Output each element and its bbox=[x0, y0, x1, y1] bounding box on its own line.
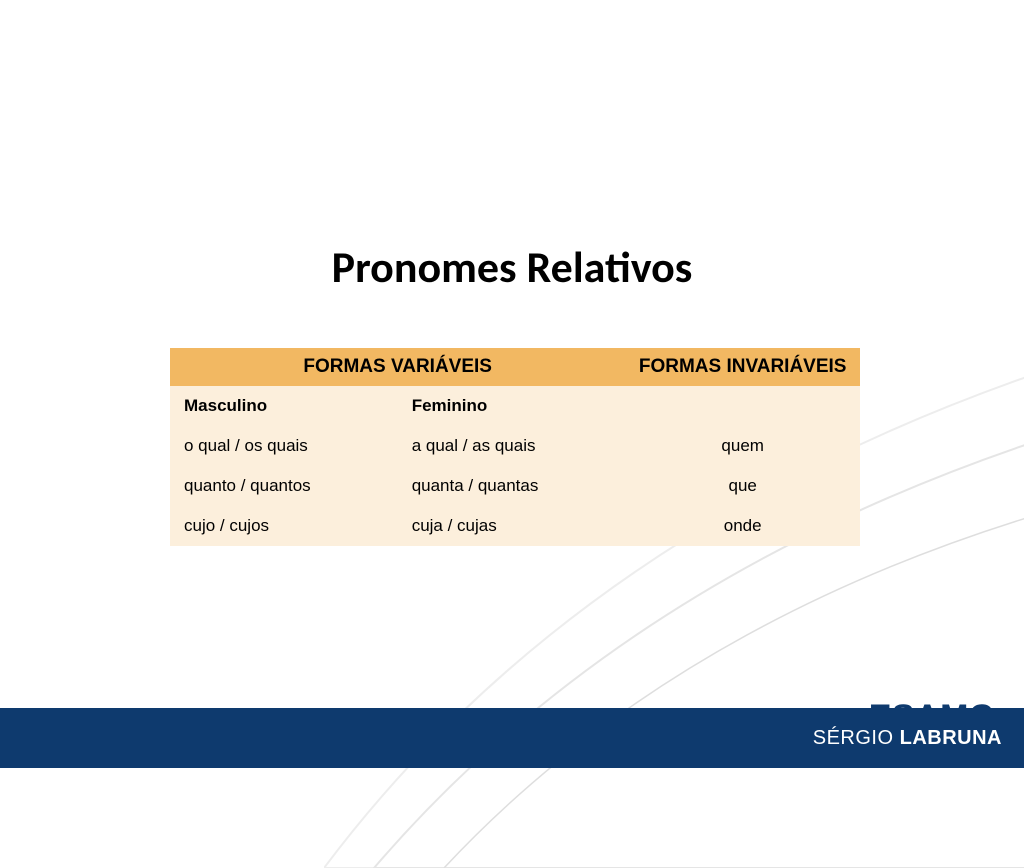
footer-bar: SÉRGIO LABRUNA bbox=[0, 708, 1024, 768]
cell-fem: cuja / cujas bbox=[398, 506, 626, 546]
subheader-feminino: Feminino bbox=[398, 386, 626, 426]
table-row: o qual / os quais a qual / as quais quem bbox=[170, 426, 860, 466]
header-variaveis: FORMAS VARIÁVEIS bbox=[170, 348, 625, 386]
table-row: cujo / cujos cuja / cujas onde bbox=[170, 506, 860, 546]
header-invariaveis: FORMAS INVARIÁVEIS bbox=[625, 348, 860, 386]
cell-fem: quanta / quantas bbox=[398, 466, 626, 506]
cell-masc: cujo / cujos bbox=[170, 506, 398, 546]
cell-inv: onde bbox=[625, 506, 860, 546]
pronomes-table: FORMAS VARIÁVEIS FORMAS INVARIÁVEIS Masc… bbox=[170, 348, 860, 546]
table-header-row: FORMAS VARIÁVEIS FORMAS INVARIÁVEIS bbox=[170, 348, 860, 386]
table-row: quanto / quantos quanta / quantas que bbox=[170, 466, 860, 506]
footer-author: SÉRGIO LABRUNA bbox=[813, 727, 1002, 750]
cell-masc: quanto / quantos bbox=[170, 466, 398, 506]
subheader-empty bbox=[625, 386, 860, 426]
cell-inv: que bbox=[625, 466, 860, 506]
table-subheader-row: Masculino Feminino bbox=[170, 386, 860, 426]
cell-fem: a qual / as quais bbox=[398, 426, 626, 466]
cell-masc: o qual / os quais bbox=[170, 426, 398, 466]
slide-title: Pronomes Relativos bbox=[0, 240, 1024, 294]
author-last: LABRUNA bbox=[900, 727, 1002, 749]
cell-inv: quem bbox=[625, 426, 860, 466]
subheader-masculino: Masculino bbox=[170, 386, 398, 426]
author-first: SÉRGIO bbox=[813, 727, 894, 749]
